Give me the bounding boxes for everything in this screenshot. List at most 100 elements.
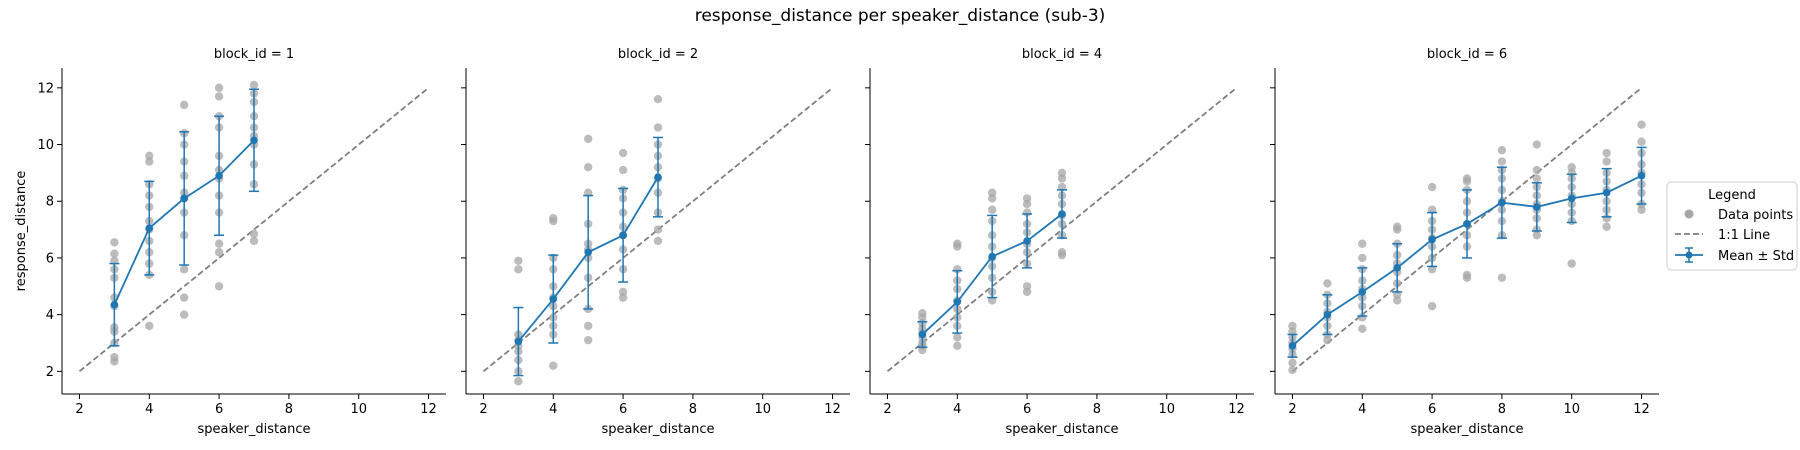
data-point [1427,301,1437,311]
x-axis-label: speaker_distance [602,422,715,437]
data-point [653,236,663,246]
identity-line [78,87,430,373]
data-point [918,309,927,318]
subplot-4: block_id = 6 2 4 6 8 10 12 speaker_distance [1270,47,1659,437]
x-tick-label: 2 [75,402,83,417]
data-point [214,248,224,257]
data-point [1532,140,1542,149]
mean-marker [215,171,223,180]
mean-marker [988,252,996,261]
data-point [179,310,189,319]
mean-marker [654,173,662,181]
data-point [1057,168,1067,178]
mean-marker [584,248,592,257]
legend-frame [1666,181,1798,271]
x-tick-label: 4 [1358,402,1366,417]
x-axis-label: speaker_distance [1006,422,1119,437]
x-tick-label: 2 [1288,402,1296,417]
data-point [1392,222,1402,231]
y-tick-label: 4 [46,308,54,323]
x-tick-label: 10 [350,402,367,417]
identity-line [482,87,834,373]
data-point [249,229,259,239]
data-point [249,80,259,90]
x-tick-label: 6 [1023,402,1031,417]
data-point [583,335,593,345]
data-point [953,239,962,248]
data-point [618,165,628,175]
data-point [514,377,523,386]
data-point [1288,358,1297,368]
mean-marker [514,337,523,346]
data-point [1532,165,1542,175]
x-tick-label: 2 [479,402,487,417]
mean-marker [1463,220,1471,228]
data-point [583,321,593,331]
x-tick-label: 8 [689,402,697,417]
legend-label-identity-line: 1:1 Line [1718,228,1770,243]
subplot-title: block_id = 6 [1427,47,1507,62]
data-point [514,265,523,274]
data-point [653,225,663,234]
mean-marker [1058,210,1066,218]
mean-marker [1428,235,1436,244]
data-point [1497,157,1507,166]
data-point [1532,174,1542,183]
data-point [1022,282,1032,291]
data-point [653,94,663,104]
x-axis-label: speaker_distance [198,422,311,437]
x-tick-label: 12 [1633,402,1650,417]
identity-line [1291,87,1643,373]
x-tick-label: 4 [145,402,153,417]
data-point [1497,273,1507,282]
data-point [1602,148,1611,158]
data-point [110,238,119,247]
data-point [583,134,593,144]
subplot-3: block_id = 4 2 4 6 8 10 12 speaker_distance [865,47,1254,437]
data-point [1323,279,1332,288]
subplot-title: block_id = 1 [214,47,294,62]
data-point [110,352,119,362]
x-tick-label: 8 [1093,402,1101,417]
data-point [514,256,523,265]
data-point [953,333,962,342]
data-point [110,249,119,258]
x-tick-label: 10 [1158,402,1175,417]
mean-marker [953,298,962,306]
mean-marker [1358,288,1367,296]
x-tick-label: 4 [953,402,961,417]
identity-line [886,87,1238,373]
y-tick-label: 10 [37,138,54,153]
mean-marker [250,136,258,145]
data-point [1358,253,1367,263]
data-point [1637,137,1646,146]
y-tick-label: 8 [46,195,54,210]
y-tick-label: 2 [46,365,54,380]
legend-title: Legend [1708,188,1756,203]
data-point [1602,157,1611,166]
data-point [1462,174,1472,183]
x-tick-label: 10 [1563,402,1580,417]
data-point [1567,163,1576,172]
data-point [1358,324,1367,333]
mean-marker [145,224,154,232]
subplot-grid: block_id = 1 2 4 6 8 10 12 2 4 6 8 10 12 speaker_dist… [14,47,1659,437]
mean-marker [1637,171,1646,180]
data-point [214,282,224,291]
data-point [1567,259,1576,268]
data-point [549,214,558,223]
legend-marker-mean-std [1675,247,1703,263]
mean-marker [1567,194,1576,203]
x-tick-label: 12 [1228,402,1245,417]
data-point [987,205,997,214]
mean-marker [1602,188,1611,197]
mean-marker [549,295,558,303]
data-point [179,100,189,110]
subplot-2: block_id = 2 2 4 6 8 10 12 speaker_distance [461,47,850,437]
data-point [1462,270,1472,280]
data-point [653,123,663,132]
x-tick-label: 6 [215,402,223,417]
data-point [249,236,259,246]
data-point [549,361,558,370]
mean-marker [918,330,927,339]
